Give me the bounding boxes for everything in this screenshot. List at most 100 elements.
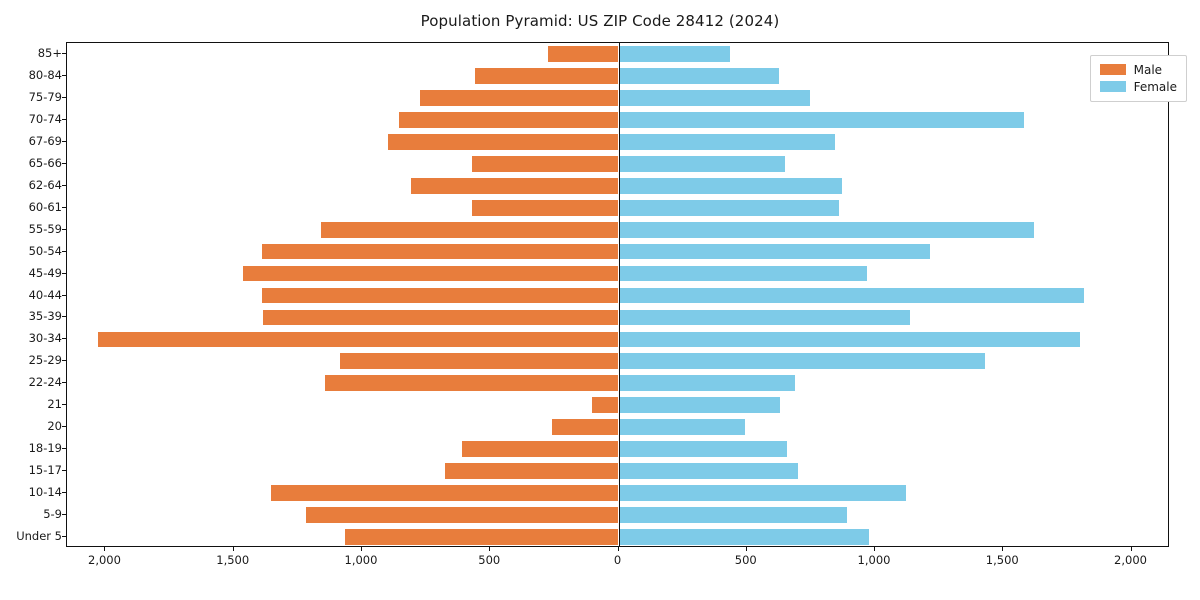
y-tick-label-45-49: 45-49	[28, 265, 62, 280]
bar-female-20	[618, 419, 746, 436]
bar-row	[67, 463, 1168, 480]
bar-female-22-24	[618, 375, 796, 392]
bar-female-70-74	[618, 111, 1024, 128]
y-tick-mark	[62, 162, 66, 164]
y-tick-mark	[62, 492, 66, 494]
y-tick-label-75-79: 75-79	[28, 89, 62, 104]
legend-label: Female	[1133, 79, 1177, 94]
y-tick-mark	[62, 118, 66, 120]
bar-female-50-54	[618, 243, 931, 260]
bar-female-67-69	[618, 133, 836, 150]
bar-male-22-24	[324, 375, 619, 392]
y-tick-mark	[62, 52, 66, 54]
bar-female-18-19	[618, 441, 787, 458]
y-tick-label-15-17: 15-17	[28, 463, 62, 478]
chart-title: Population Pyramid: US ZIP Code 28412 (2…	[420, 12, 780, 30]
y-tick-mark	[62, 338, 66, 340]
bar-male-50-54	[261, 243, 619, 260]
y-tick-label-65-66: 65-66	[28, 155, 62, 170]
bar-male-40-44	[261, 287, 619, 304]
x-tick-label: 1,000	[857, 553, 891, 567]
y-tick-mark	[62, 470, 66, 472]
bar-row	[67, 419, 1168, 436]
bar-female-10-14	[618, 485, 906, 501]
bar-female-21	[618, 397, 781, 414]
bar-male-25-29	[340, 353, 619, 370]
bar-row	[67, 221, 1168, 238]
bar-row	[67, 133, 1168, 150]
x-tick-mark	[232, 547, 234, 551]
bar-row	[67, 68, 1168, 84]
y-tick-mark	[62, 228, 66, 230]
x-tick-label: 1,500	[216, 553, 250, 567]
bar-row	[67, 89, 1168, 106]
y-tick-mark	[62, 448, 66, 450]
x-tick-mark	[489, 547, 491, 551]
bar-female-75-79	[618, 89, 810, 106]
bar-row	[67, 46, 1168, 62]
bar-row	[67, 287, 1168, 304]
y-tick-label-20: 20	[47, 419, 62, 434]
x-tick-mark	[1002, 547, 1004, 551]
y-tick-mark	[62, 294, 66, 296]
bar-row	[67, 199, 1168, 216]
bar-row	[67, 111, 1168, 128]
x-tick-label: 0	[613, 553, 622, 567]
bar-row	[67, 353, 1168, 370]
bar-male-5-9	[305, 507, 619, 523]
y-tick-mark	[62, 272, 66, 274]
bar-row	[67, 309, 1168, 326]
y-tick-mark	[62, 140, 66, 142]
bar-male-under-5	[345, 529, 619, 545]
y-tick-label-25-29: 25-29	[28, 353, 62, 368]
y-tick-label-21: 21	[47, 397, 62, 412]
y-tick-mark	[62, 360, 66, 362]
x-tick-label: 1,000	[344, 553, 378, 567]
bar-male-45-49	[242, 265, 619, 282]
bar-female-45-49	[618, 265, 868, 282]
bar-male-55-59	[320, 221, 619, 238]
bar-row	[67, 375, 1168, 392]
bar-row	[67, 265, 1168, 282]
bar-male-62-64	[410, 177, 619, 194]
bar-male-80-84	[474, 68, 619, 84]
bar-male-15-17	[445, 463, 619, 480]
y-tick-label-30-34: 30-34	[28, 331, 62, 346]
bar-row	[67, 397, 1168, 414]
bar-row	[67, 507, 1168, 523]
y-tick-label-35-39: 35-39	[28, 309, 62, 324]
x-tick-label: 500	[478, 553, 501, 567]
y-tick-mark	[62, 514, 66, 516]
x-tick-mark	[617, 547, 619, 551]
bar-female-65-66	[618, 155, 786, 172]
y-tick-mark	[62, 206, 66, 208]
y-tick-mark	[62, 250, 66, 252]
y-tick-mark	[62, 382, 66, 384]
y-tick-label-under-5: Under 5	[16, 529, 62, 544]
legend-swatch-icon	[1099, 81, 1126, 92]
legend-label: Male	[1133, 62, 1163, 77]
bar-female-25-29	[618, 353, 986, 370]
y-tick-mark	[62, 74, 66, 76]
y-tick-label-50-54: 50-54	[28, 243, 62, 258]
bar-female-62-64	[618, 177, 842, 194]
x-tick-label: 1,500	[985, 553, 1019, 567]
bar-male-65-66	[472, 155, 619, 172]
bar-male-21	[591, 397, 619, 414]
x-tick-mark	[104, 547, 106, 551]
y-tick-label-60-61: 60-61	[28, 199, 62, 214]
bar-female-55-59	[618, 221, 1035, 238]
bar-row	[67, 529, 1168, 545]
bar-female-30-34	[618, 331, 1081, 348]
legend-entry-male[interactable]: Male	[1099, 61, 1177, 78]
y-tick-label-18-19: 18-19	[28, 441, 62, 456]
bar-male-85-	[547, 46, 619, 62]
y-tick-label-67-69: 67-69	[28, 133, 62, 148]
bar-female-80-84	[618, 68, 779, 84]
bar-male-20	[551, 419, 619, 436]
bar-male-60-61	[472, 199, 619, 216]
legend-entry-female[interactable]: Female	[1099, 78, 1177, 95]
bar-row	[67, 155, 1168, 172]
y-tick-mark	[62, 536, 66, 538]
bar-male-30-34	[97, 331, 619, 348]
